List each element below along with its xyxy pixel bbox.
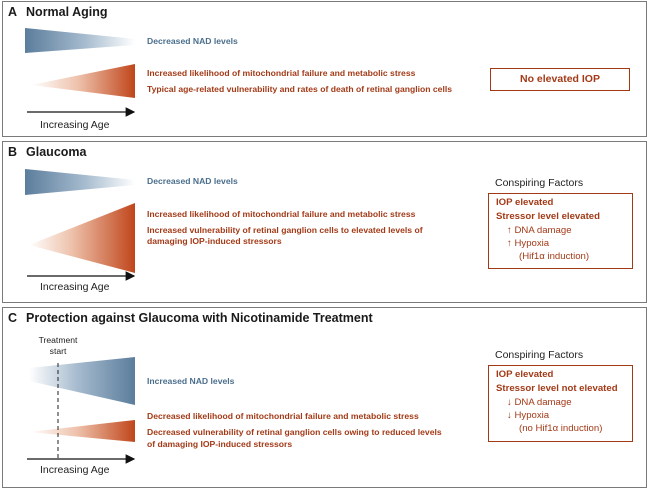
panel-nicotinamide: C Protection against Glaucoma with Nicoti… — [2, 307, 647, 488]
stress-wedge — [31, 64, 135, 98]
iop-status-box: No elevated IOP — [490, 68, 630, 91]
factor-dna-damage: ↓ DNA damage — [507, 397, 572, 408]
stress-line-2: Increased vulnerability of retinal gangl… — [147, 225, 423, 235]
age-axis-label: Increasing Age — [40, 464, 110, 476]
nad-level-text: Decreased NAD levels — [147, 36, 238, 46]
age-axis-label: Increasing Age — [40, 281, 110, 293]
conspiring-factors-title: Conspiring Factors — [495, 349, 584, 361]
panel-letter: C — [8, 311, 18, 325]
panel-letter: A — [8, 5, 18, 19]
panel-heading: Glaucoma — [26, 145, 87, 159]
stress-line-2: Typical age-related vulnerability and ra… — [147, 84, 452, 94]
factor-iop: IOP elevated — [496, 369, 554, 380]
panel-a-graphics — [25, 28, 136, 117]
age-axis-label: Increasing Age — [40, 119, 110, 131]
nad-wedge — [25, 169, 135, 195]
stress-line-3: damaging IOP-induced stressors — [147, 236, 282, 246]
factor-stressor: Stressor level elevated — [496, 211, 600, 222]
panel-heading: Normal Aging — [26, 5, 108, 19]
conspiring-factors-title: Conspiring Factors — [495, 177, 584, 189]
factor-hif: (Hif1α induction) — [519, 251, 590, 262]
stress-line-1: Decreased likelihood of mitochondrial fa… — [147, 411, 419, 421]
nad-wedge — [29, 357, 135, 405]
treatment-start-label-1: Treatment — [38, 335, 78, 345]
factor-dna-damage: ↑ DNA damage — [507, 225, 572, 236]
factor-hypoxia: ↓ Hypoxia — [507, 410, 550, 421]
panel-heading: Protection against Glaucoma with Nicotin… — [26, 311, 373, 325]
panel-title: A Normal Aging — [8, 5, 108, 19]
factor-iop: IOP elevated — [496, 197, 554, 208]
nad-level-text: Increased NAD levels — [147, 376, 235, 386]
nad-wedge — [25, 28, 135, 53]
conspiring-factors-box: IOP elevated Stressor level elevated ↑ D… — [488, 193, 633, 269]
iop-status-text: No elevated IOP — [520, 73, 600, 85]
panel-letter: B — [8, 145, 18, 159]
factor-stressor: Stressor level not elevated — [496, 383, 618, 394]
factor-hypoxia: ↑ Hypoxia — [507, 238, 550, 249]
factor-hif: (no Hif1α induction) — [519, 423, 603, 434]
panel-title: B Glaucoma — [8, 145, 86, 159]
stress-line-1: Increased likelihood of mitochondrial fa… — [147, 68, 416, 78]
stress-line-3: of damaging IOP-induced stressors — [147, 439, 293, 449]
stress-line-1: Increased likelihood of mitochondrial fa… — [147, 209, 416, 219]
stress-wedge — [29, 420, 135, 442]
panel-title: C Protection against Glaucoma with Nicoti… — [8, 311, 373, 325]
stress-wedge — [29, 203, 135, 273]
panel-normal-aging: A Normal Aging Decreased NAD levels Incre… — [2, 1, 647, 137]
panel-glaucoma: B Glaucoma Decreased NAD levels Increased… — [2, 141, 647, 303]
treatment-start-label-2: start — [49, 346, 67, 356]
conspiring-factors-box: IOP elevated Stressor level not elevated… — [488, 365, 633, 442]
nad-level-text: Decreased NAD levels — [147, 176, 238, 186]
stress-line-2: Decreased vulnerability of retinal gangl… — [147, 427, 442, 437]
panel-c-graphics — [27, 357, 136, 464]
panel-b-graphics — [25, 169, 136, 281]
